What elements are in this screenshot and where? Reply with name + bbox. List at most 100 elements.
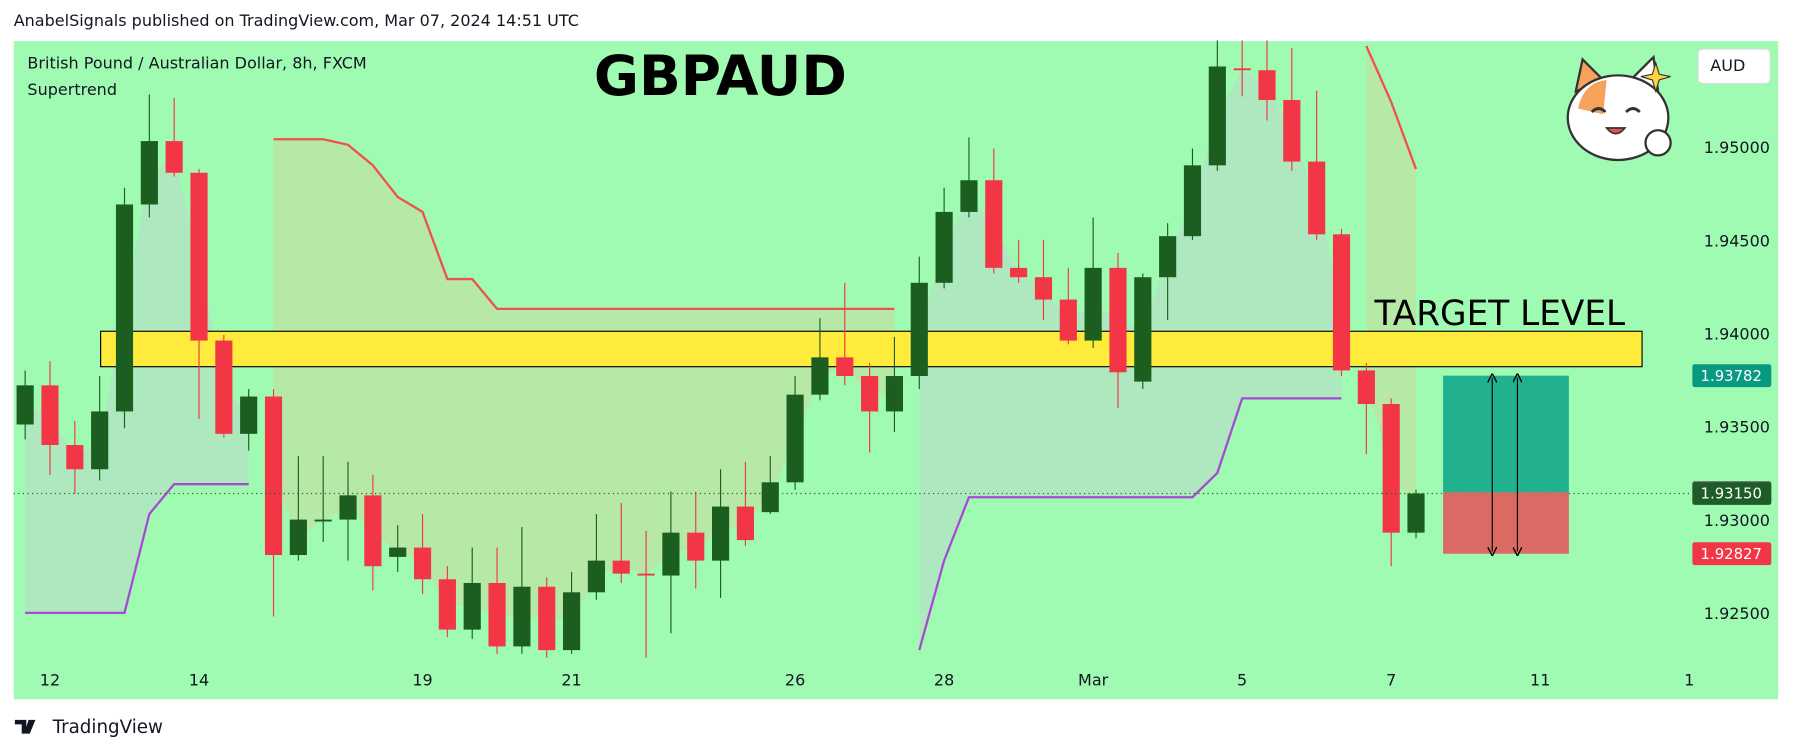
- x-tick-label: 19: [412, 671, 432, 690]
- candle-body: [1283, 100, 1301, 162]
- x-tick-label: 28: [934, 671, 954, 690]
- candle-body: [1034, 277, 1053, 300]
- candle-body: [339, 495, 357, 520]
- chart-title: GBPAUD: [594, 44, 847, 108]
- price-tag-label: 1.93150: [1701, 485, 1762, 503]
- candle-body: [662, 532, 680, 576]
- candle-body: [1134, 277, 1152, 382]
- candle-body: [190, 172, 208, 341]
- candle-body: [712, 506, 730, 561]
- candle-body: [66, 445, 84, 470]
- y-tick-label: 1.92500: [1704, 604, 1770, 623]
- candle-body: [264, 396, 283, 556]
- candle-body: [960, 180, 978, 212]
- candle-body: [1258, 70, 1276, 101]
- currency-button[interactable]: [1697, 48, 1771, 84]
- candle-body: [1159, 236, 1177, 278]
- loss-zone: [1443, 492, 1569, 554]
- candle-body: [562, 592, 581, 651]
- mascot: [1566, 54, 1672, 162]
- candle-body: [910, 282, 928, 377]
- footer-logo: [14, 719, 36, 734]
- candle-body: [587, 560, 605, 593]
- candle-body: [413, 547, 432, 580]
- y-tick-label: 1.94000: [1704, 325, 1770, 344]
- candle-body: [612, 560, 630, 574]
- candle-body: [1308, 161, 1326, 235]
- candle-body: [1183, 165, 1202, 237]
- supertrend-up: [25, 397, 1342, 651]
- candle-body: [637, 573, 655, 576]
- symbol-legend: British Pound / Australian Dollar, 8h, F…: [27, 53, 366, 72]
- price-tag-label: 1.93782: [1701, 367, 1762, 385]
- candle-body: [488, 582, 506, 647]
- x-tick-label: 7: [1386, 671, 1396, 690]
- currency-label: AUD: [1710, 56, 1745, 75]
- candle-body: [389, 547, 407, 557]
- y-tick-label: 1.95000: [1704, 138, 1770, 157]
- footer-brand: TradingView: [52, 717, 163, 738]
- candle-body: [885, 376, 904, 412]
- candle-body: [1382, 403, 1400, 533]
- x-tick-label: 26: [785, 671, 805, 690]
- candle-body: [761, 482, 779, 513]
- candle-body: [1208, 66, 1226, 166]
- candle-body: [463, 582, 481, 630]
- candle-body: [240, 396, 258, 434]
- target-zone: [100, 330, 1643, 368]
- publish-header: AnabelSignals published on TradingView.c…: [14, 11, 579, 30]
- candle-body: [16, 385, 34, 425]
- candle-body: [687, 532, 705, 561]
- candle-body: [1357, 370, 1375, 404]
- candle-body: [1233, 68, 1251, 71]
- trend-fill: [273, 139, 895, 622]
- y-tick-label: 1.93000: [1704, 511, 1770, 530]
- target-label: TARGET LEVEL: [1373, 294, 1625, 334]
- price-tag: [1692, 364, 1772, 388]
- candle-body: [115, 204, 134, 412]
- x-tick-label: Mar: [1078, 671, 1109, 690]
- candle-body: [736, 506, 754, 541]
- supertrend-down: [273, 45, 1418, 311]
- x-tick-label: 1: [1684, 671, 1694, 690]
- candle-body: [786, 394, 804, 483]
- candle-body: [1332, 234, 1351, 371]
- candle-body: [1084, 267, 1102, 341]
- candle-body: [538, 586, 556, 651]
- candle-body: [811, 357, 829, 395]
- price-tag: [1692, 542, 1772, 566]
- y-tick-label: 1.93500: [1704, 418, 1770, 437]
- candle-body: [314, 519, 332, 522]
- candle-body: [935, 211, 953, 283]
- candle-body: [364, 495, 382, 567]
- candle-body: [836, 357, 854, 377]
- price-tag-label: 1.92827: [1701, 545, 1762, 563]
- candle-body: [1407, 493, 1425, 533]
- candle-body: [438, 579, 456, 630]
- candle-body: [861, 376, 879, 412]
- profit-zone: [1443, 375, 1569, 493]
- candle-body: [215, 340, 233, 434]
- indicator-legend: Supertrend: [27, 80, 117, 99]
- x-tick-label: 5: [1237, 671, 1247, 690]
- candle-body: [1109, 267, 1127, 373]
- candle-body: [41, 385, 59, 446]
- candle-body: [1010, 267, 1028, 278]
- x-tick-label: 21: [561, 671, 581, 690]
- plot: TARGET LEVEL: [13, 40, 1689, 658]
- x-tick-label: 14: [189, 671, 209, 690]
- trend-fill: [1366, 45, 1417, 514]
- candle-body: [140, 141, 158, 205]
- x-tick-label: 11: [1530, 671, 1550, 690]
- candle-body: [985, 180, 1003, 268]
- candle-body: [289, 519, 307, 556]
- candle-body: [1059, 299, 1077, 341]
- y-tick-label: 1.94500: [1704, 231, 1770, 250]
- candle-body: [513, 586, 531, 647]
- candle-body: [91, 411, 109, 470]
- candle-body: [165, 141, 183, 173]
- price-tag: [1692, 482, 1772, 505]
- x-tick-label: 12: [40, 671, 60, 690]
